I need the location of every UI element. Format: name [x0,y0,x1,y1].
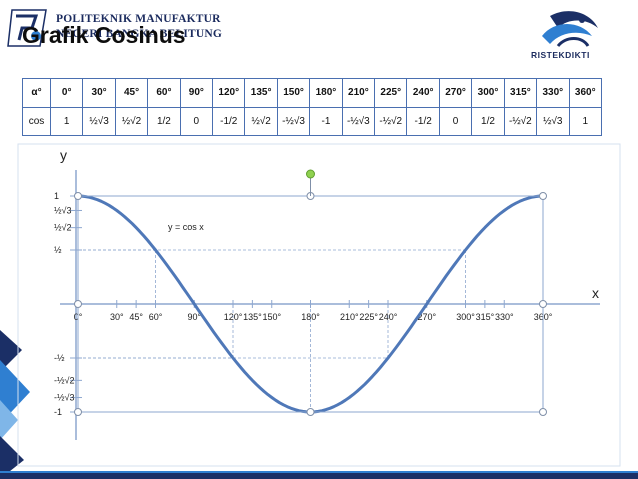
x-tick-label: 45° [129,312,143,322]
cos-cell: 0 [438,106,473,136]
y-tick-label: ½ [54,245,62,255]
angle-cell: 210° [341,78,376,108]
cos-cell: 1 [49,106,84,136]
angle-cell: 330° [536,78,570,108]
resize-handle[interactable] [539,192,547,200]
x-tick-label: 225° [359,312,378,322]
angle-cell: 150° [276,78,311,108]
institution-line2: NEGERI BANGKA BELITUNG [56,28,223,40]
slide-title: Grafik Cosinus [22,22,186,48]
polman-logo-icon [7,9,47,47]
x-tick-label: 300° [456,312,475,322]
graph-border [17,143,621,467]
cos-cell: -1/2 [406,106,440,136]
cos-cell: 1/2 [147,106,181,136]
resize-handle[interactable] [74,408,82,416]
angle-cell: 30° [82,78,116,108]
institution-line1: POLITEKNIK MANUFAKTUR [56,13,221,25]
institution-name: POLITEKNIK MANUFAKTUR NEGERI BANGKA BELI… [56,12,222,42]
cos-cell: 1/2 [471,106,505,136]
angle-cell: 225° [374,78,408,108]
curve-label: y = cos x [168,222,204,232]
x-tick-label: 210° [340,312,359,322]
angle-cell: 90° [179,78,214,108]
cos-row-header: cos [22,106,51,136]
y-tick-label: -½√3 [54,393,74,403]
y-axis-name: y [60,147,67,163]
x-tick-label: 270° [417,312,436,322]
bottom-decoration [0,471,638,479]
rotate-handle[interactable] [306,169,315,179]
x-axis-name: x [592,285,599,301]
y-tick-label: -1 [54,407,62,417]
resize-handle[interactable] [306,408,315,416]
cos-cell: ½√2 [244,106,278,136]
y-tick-label: ½√3 [54,205,71,215]
angle-cell: 135° [244,78,278,108]
resize-handle[interactable] [74,300,82,308]
cos-cell: 1 [568,106,602,136]
y-tick-label: ½√2 [54,223,71,233]
cos-cell: -½√3 [276,106,311,136]
cos-cell: ½√2 [114,106,149,136]
ristekdikti-logo-icon [542,11,598,48]
resize-handle[interactable] [539,408,547,416]
cos-row: cos 1 ½√3 ½√2 1/2 0 -1/2 ½√2 -½√3 -1 -½√… [22,106,602,136]
x-tick-label: 60° [149,312,163,322]
x-tick-label: 135° [243,312,262,322]
angle-cell: 60° [147,78,181,108]
cos-cell: -½√2 [503,106,538,136]
angle-cell: 300° [471,78,505,108]
x-tick-label: 315° [476,312,495,322]
cos-cell: -1/2 [212,106,246,136]
left-decoration [0,330,30,479]
cos-cell: -1 [309,106,343,136]
cos-cell: ½√3 [536,106,570,136]
angle-cell: 270° [438,78,473,108]
angle-cell: 315° [503,78,538,108]
cos-cell: 0 [179,106,214,136]
angle-cell: 240° [406,78,440,108]
cos-cell: -½√3 [341,106,376,136]
angle-cell: 360° [568,78,602,108]
x-tick-label: 30° [110,312,124,322]
cos-cell: -½√2 [374,106,408,136]
x-tick-label: 330° [495,312,514,322]
ristekdikti-label: RISTEKDIKTI [531,50,590,60]
x-tick-label: 90° [187,312,201,322]
angle-row: α° 0° 30° 45° 60° 90° 120° 135° 150° 180… [22,78,602,108]
resize-handle[interactable] [539,300,547,308]
angle-cell: 0° [49,78,84,108]
cosine-values-table: α° 0° 30° 45° 60° 90° 120° 135° 150° 180… [22,78,602,136]
angle-cell: 120° [212,78,246,108]
y-tick-label: 1 [54,191,59,201]
y-tick-label: -½√2 [54,375,74,385]
cos-cell: ½√3 [82,106,116,136]
resize-handle[interactable] [74,192,82,200]
angle-cell: 180° [309,78,343,108]
angle-cell: 45° [114,78,149,108]
y-tick-label: -½ [54,353,65,363]
x-tick-label: 150° [262,312,281,322]
angle-row-header: α° [22,78,51,108]
cosine-graph[interactable]: 1½√3½√2½-½-½√2-½√3-10° 30° 45° 60° 90° 120° 13… [0,140,638,470]
